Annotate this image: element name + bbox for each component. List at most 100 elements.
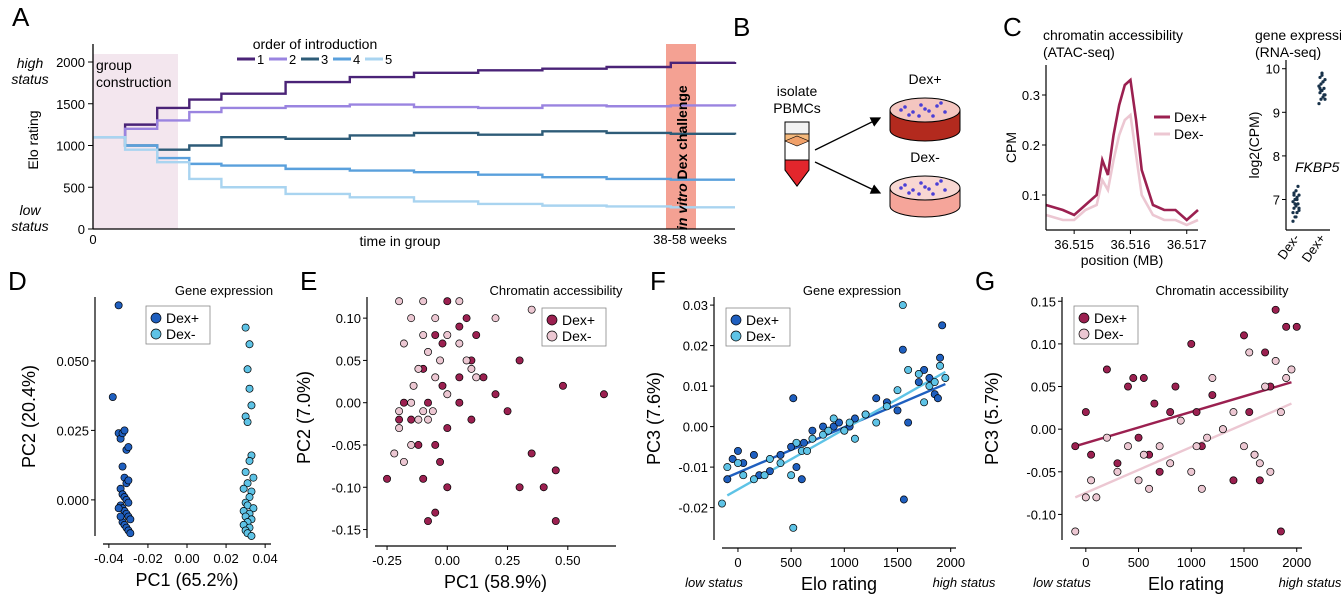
rna-point: [1320, 73, 1324, 77]
point-Dex-: [428, 407, 437, 416]
ytick-label: 0.15: [1031, 294, 1056, 309]
point-Dex+: [933, 394, 942, 403]
point-Dex-: [424, 348, 432, 356]
xtick-label: 1500: [883, 555, 912, 570]
point-Dex+: [1129, 374, 1138, 382]
point-Dex-: [925, 382, 934, 391]
fit-line-Dex+: [1074, 381, 1292, 448]
point-Dex+: [383, 474, 391, 483]
cell-dot: [917, 192, 921, 196]
point-Dex+: [1087, 450, 1096, 459]
point-Dex+: [455, 398, 464, 407]
point-Dex-: [247, 401, 256, 410]
point-Dex-: [455, 339, 464, 348]
point-Dex-: [1145, 484, 1154, 493]
a-x-zero: 0: [89, 232, 96, 247]
cell-dot: [919, 103, 923, 107]
point-Dex+: [114, 301, 123, 310]
panel-letter-f: F: [650, 266, 666, 296]
point-Dex-: [1208, 374, 1217, 382]
point-Dex-: [819, 430, 827, 439]
point-Dex-: [1187, 467, 1196, 476]
y-label: PC3 (7.6%): [644, 372, 664, 465]
blood-tube: [784, 121, 810, 187]
point-Dex-: [808, 434, 817, 443]
rna-ytick-label: 7: [1273, 192, 1280, 207]
group-construction-shade: [93, 54, 178, 229]
panel-b-schematic: isolate PBMCs Dex+ Dex-: [773, 71, 961, 218]
point-Dex+: [551, 466, 560, 475]
a-low-status: low status: [11, 202, 48, 234]
rna-xtick-label: Dex+: [1299, 231, 1329, 265]
point-Dex-: [467, 364, 476, 373]
cell-dot: [903, 105, 907, 109]
cell-dot: [927, 187, 931, 191]
a-ytick-label: 2000: [56, 55, 85, 70]
point-Dex+: [414, 441, 423, 449]
a-legend-label-1: 1: [257, 52, 264, 67]
point-Dex-: [472, 373, 481, 382]
legend-marker-Dex-: [150, 328, 162, 340]
high-status-label: high status: [1279, 575, 1341, 590]
panel-letters: A B C D E F G: [8, 2, 1022, 296]
a-legend-label-4: 4: [353, 52, 360, 67]
point-Dex+: [1261, 348, 1270, 357]
point-Dex-: [1081, 493, 1090, 502]
cell-dot: [927, 109, 931, 113]
ytick-label: 0.10: [1031, 337, 1056, 352]
xtick-label: 0: [734, 555, 741, 570]
point-Dex-: [527, 305, 536, 314]
point-Dex-: [1166, 459, 1175, 468]
legend-label-Dex+: Dex+: [166, 310, 199, 326]
point-Dex-: [409, 381, 418, 390]
a-ytick-label: 1500: [56, 97, 85, 112]
a-ytick-label: 500: [63, 180, 85, 195]
ytick-label: 0.00: [1031, 422, 1056, 437]
point-Dex-: [443, 331, 452, 340]
cell-dot: [917, 114, 921, 118]
cell-dot: [923, 107, 927, 111]
xtick-label: 0.00: [435, 553, 460, 568]
point-Dex+: [126, 515, 135, 524]
cell-dot: [943, 188, 947, 192]
legend-label-Dex+: Dex+: [1094, 310, 1127, 326]
legend-label-Dex-: Dex-: [166, 326, 196, 342]
point-Dex+: [124, 443, 133, 452]
rna-point: [1317, 101, 1321, 106]
point-Dex-: [941, 374, 950, 382]
rna-point: [1322, 93, 1326, 97]
point-Dex-: [882, 402, 891, 411]
point-Dex+: [120, 426, 129, 435]
point-Dex+: [829, 422, 838, 431]
point-Dex+: [899, 495, 908, 504]
point-Dex+: [1124, 382, 1132, 391]
xtick-label: 0.02: [213, 551, 238, 566]
point-Dex-: [789, 523, 798, 532]
point-Dex+: [438, 381, 447, 390]
point-Dex+: [124, 476, 133, 485]
dish-dexminus-label: Dex-: [910, 149, 940, 165]
point-Dex+: [503, 407, 512, 416]
rna-point: [1292, 193, 1296, 197]
point-Dex+: [797, 475, 806, 484]
panel-letter-a: A: [12, 2, 30, 32]
point-Dex+: [1071, 442, 1080, 451]
legend-marker-Dex+: [546, 314, 558, 326]
point-Dex-: [1266, 467, 1275, 476]
ytick-label: 0.01: [683, 379, 708, 394]
rna-point: [1296, 184, 1300, 189]
panel-g: 0 500 1000 1500 2000 -0.10 -0.05 0.00 0.05 0.10 0.…: [982, 283, 1341, 594]
point-Dex+: [1292, 322, 1301, 331]
rna-point: [1319, 97, 1323, 101]
point-Dex+: [1139, 374, 1148, 382]
atac-x-label: position (MB): [1081, 252, 1163, 268]
point-Dex-: [914, 370, 923, 378]
point-Dex-: [241, 323, 250, 332]
point-Dex-: [1124, 442, 1132, 451]
point-Dex-: [1218, 425, 1227, 434]
point-Dex+: [799, 438, 808, 447]
elo-line-2: [93, 103, 737, 139]
point-Dex+: [1271, 305, 1280, 314]
a-y-label: Elo rating: [25, 110, 41, 169]
point-Dex-: [1087, 476, 1096, 485]
